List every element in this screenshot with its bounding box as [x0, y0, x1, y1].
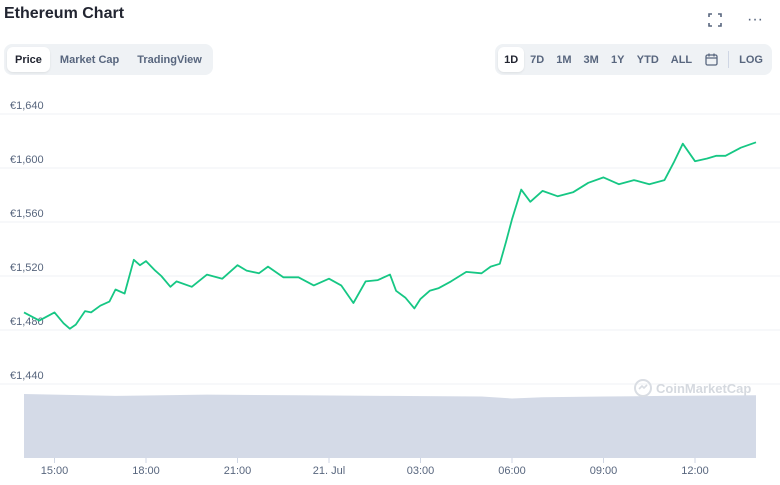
x-tick-label: 12:00 — [681, 465, 709, 477]
time-range-tabs: 1D 7D 1M 3M 1Y YTD ALL LOG — [495, 44, 772, 75]
tab-1y[interactable]: 1Y — [611, 53, 625, 66]
chart-type-tabs: Price Market Cap TradingView — [4, 44, 213, 75]
tab-market-cap[interactable]: Market Cap — [59, 53, 120, 66]
tab-all[interactable]: ALL — [670, 53, 693, 66]
divider — [728, 51, 730, 68]
x-tick-label: 21:00 — [224, 465, 252, 477]
tab-3m[interactable]: 3M — [583, 53, 599, 66]
y-tick-label: €1,520 — [10, 262, 44, 274]
top-actions: ··· — [704, 10, 766, 30]
x-tick-label: 21. Jul — [313, 465, 345, 477]
tab-1d[interactable]: 1D — [498, 47, 525, 72]
tab-price[interactable]: Price — [7, 47, 50, 72]
calendar-icon[interactable] — [698, 47, 724, 72]
more-icon[interactable]: ··· — [747, 11, 763, 28]
page-title: Ethereum Chart — [4, 5, 125, 22]
price-line — [23, 141, 757, 330]
tab-tradingview[interactable]: TradingView — [137, 53, 202, 66]
price-chart-svg: €1,440 €1,480 €1,520 €1,560 €1,600 €1,640 Coi… — [0, 100, 780, 477]
tab-1m[interactable]: 1M — [556, 53, 572, 66]
y-tick-label: €1,480 — [10, 316, 44, 328]
x-tick-label: 18:00 — [132, 465, 160, 477]
x-tick-label: 06:00 — [498, 465, 526, 477]
tab-ytd[interactable]: YTD — [636, 53, 659, 66]
volume-area — [24, 394, 756, 458]
y-tick-label: €1,440 — [10, 370, 44, 382]
x-tick-label: 09:00 — [590, 465, 618, 477]
x-tick-label: 15:00 — [41, 465, 69, 477]
fullscreen-icon[interactable] — [704, 10, 726, 30]
watermark: CoinMarketCap — [634, 379, 751, 397]
watermark-text: CoinMarketCap — [656, 381, 751, 396]
y-tick-label: €1,560 — [10, 208, 44, 220]
tab-7d[interactable]: 7D — [530, 53, 545, 66]
log-toggle[interactable]: LOG — [739, 53, 763, 66]
price-chart: €1,440 €1,480 €1,520 €1,560 €1,600 €1,640 Coi… — [0, 95, 780, 485]
x-tick-label: 03:00 — [407, 465, 435, 477]
y-tick-label: €1,640 — [10, 100, 44, 112]
y-tick-label: €1,600 — [10, 154, 44, 166]
